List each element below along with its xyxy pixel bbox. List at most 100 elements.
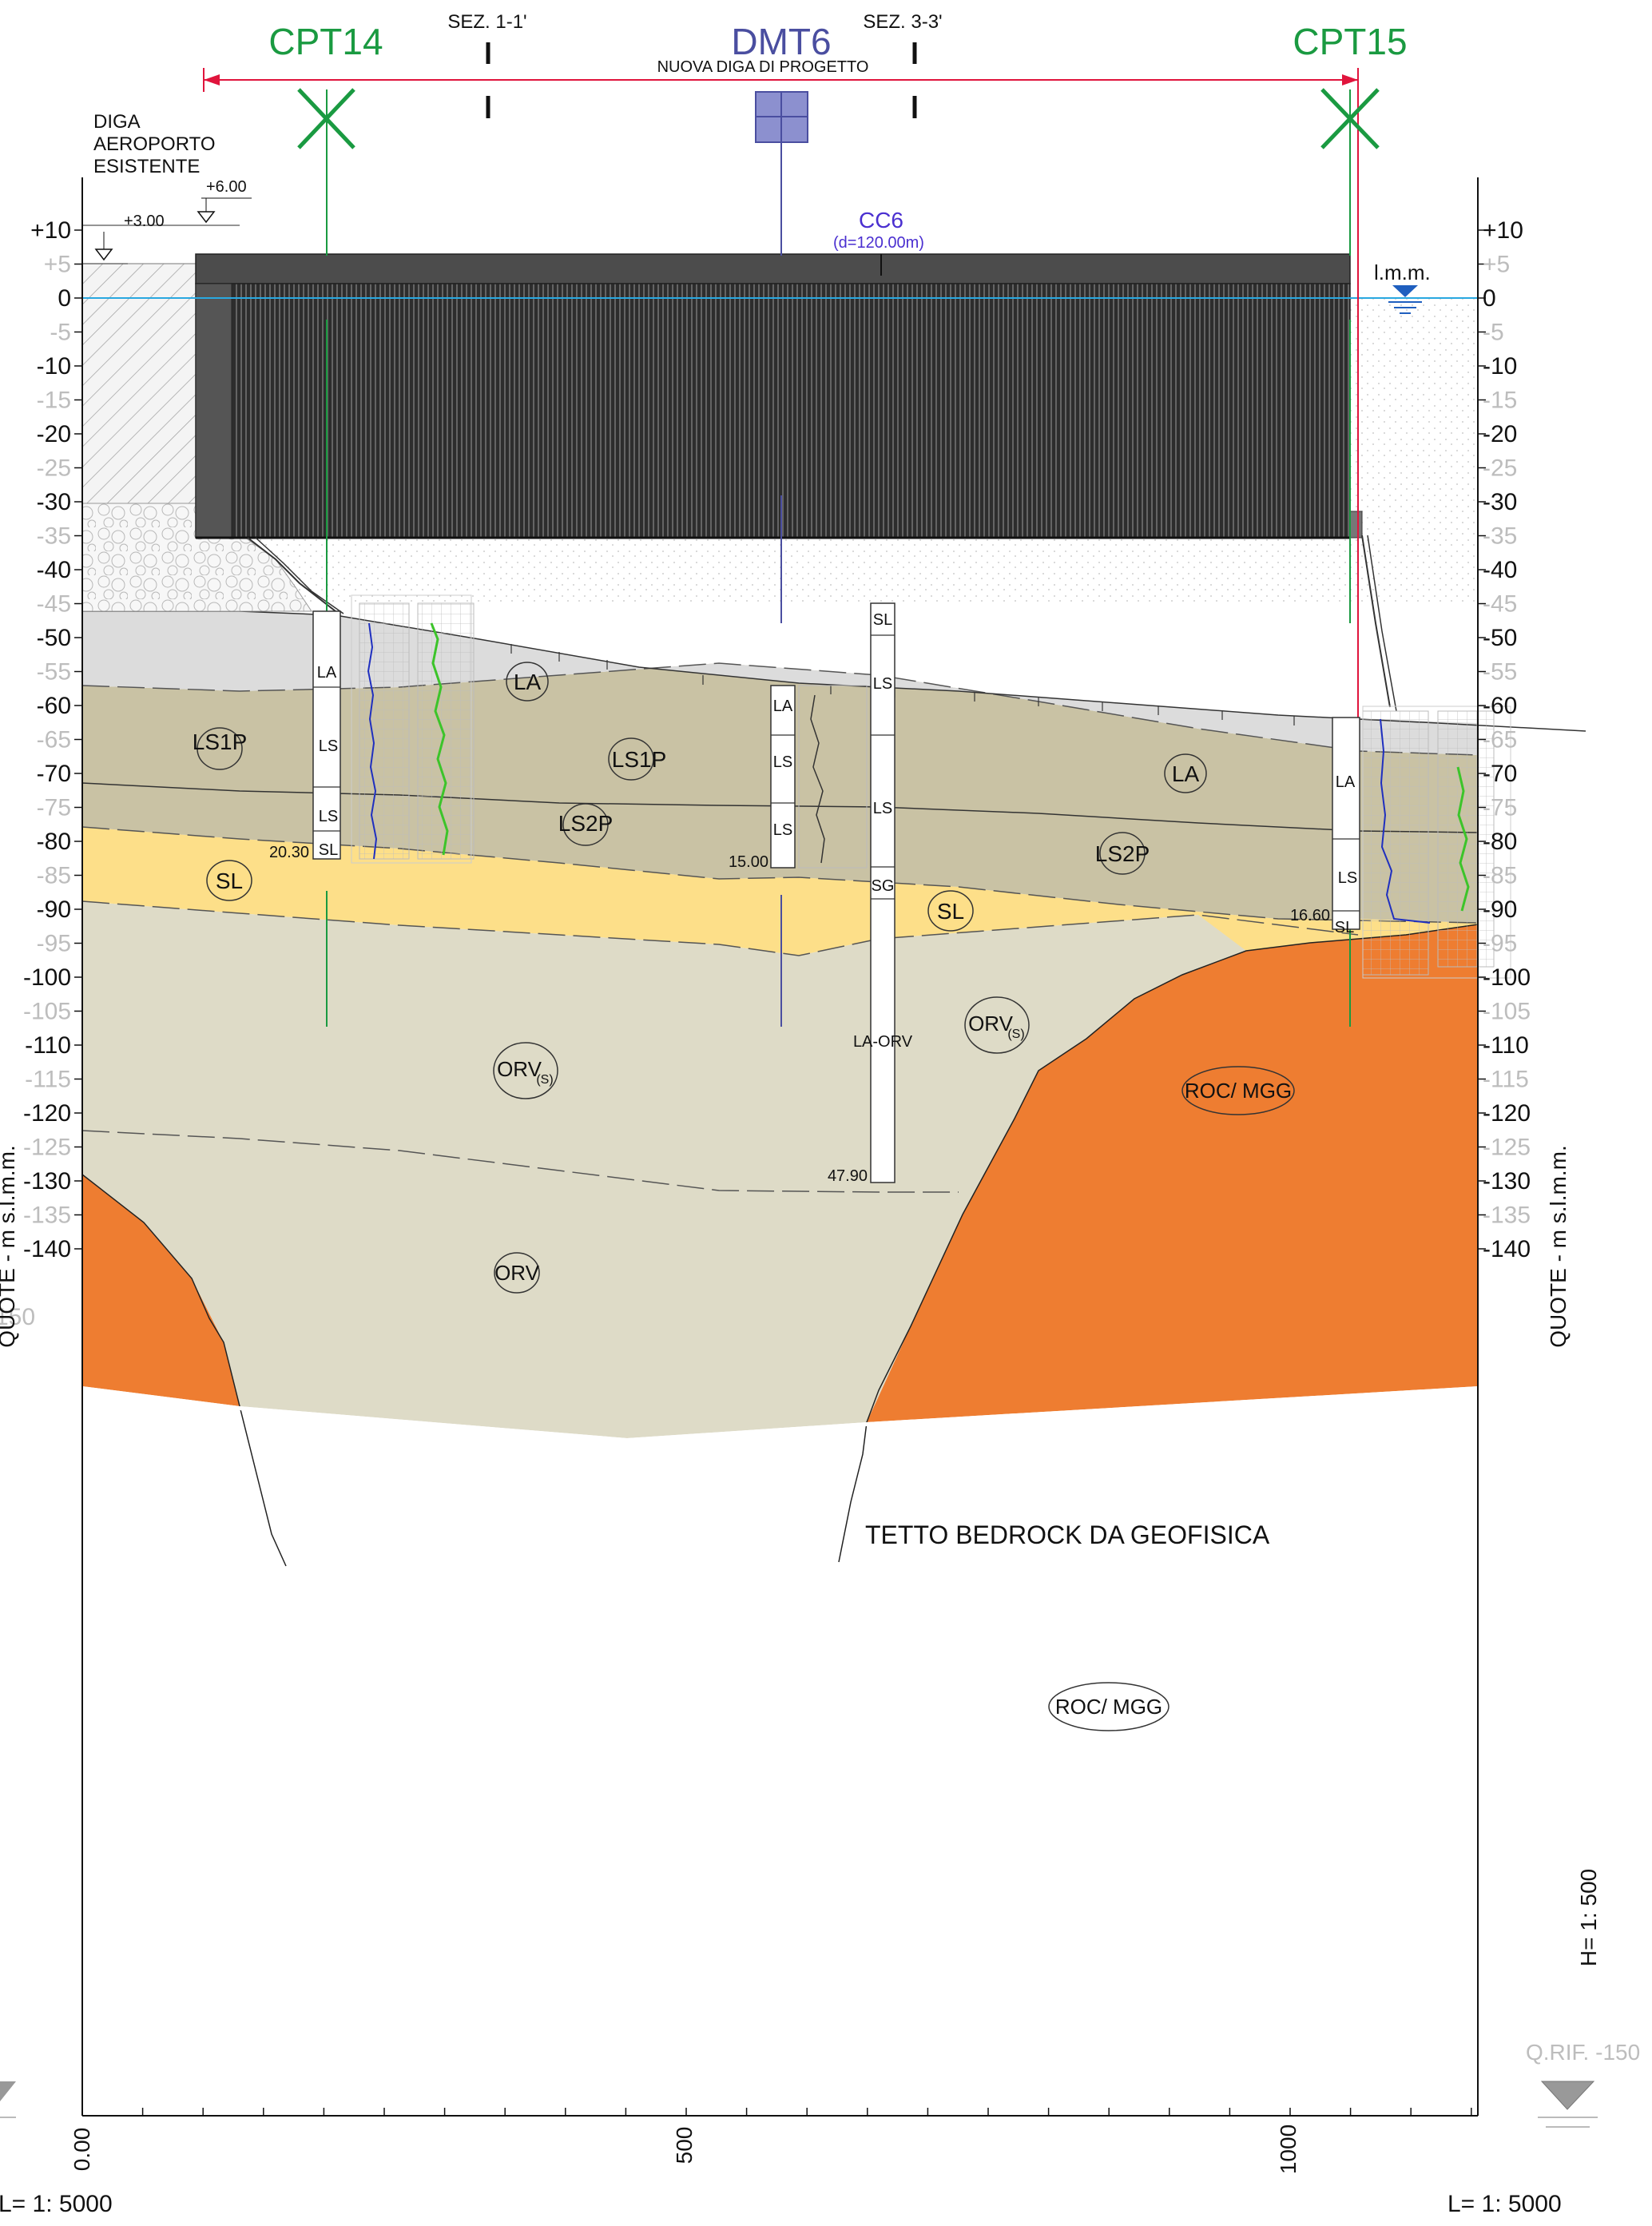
label-orv-s-2-sub: (S): [1007, 1028, 1024, 1041]
cpt15-label-sl: SL: [1335, 919, 1354, 936]
bedrock-top-right: [838, 924, 1479, 1563]
scale-right: L= 1: 5000: [1447, 2191, 1562, 2217]
cpt15-graph-frame: [1362, 706, 1511, 979]
bottom-tick-1000: 1000: [1276, 2125, 1301, 2174]
left-axis-tick-label: -120: [23, 1100, 71, 1127]
left-axis-tick-label: -110: [25, 1032, 71, 1059]
left-axis-tick-label: -30: [37, 489, 71, 515]
cpt15-title: CPT15: [1293, 21, 1407, 62]
borehole-cc6: SL LS LS SG LA-ORV 47.90: [828, 602, 913, 1185]
bottom-cutoff: [82, 1386, 1478, 1442]
layer-roc-mgg: [867, 924, 1478, 1422]
sea-level-label: l.m.m.: [1374, 260, 1431, 284]
left-axis-tick-label: -10: [37, 353, 71, 380]
label-la-2: LA: [1172, 761, 1200, 786]
elev-plus3-icon: [94, 248, 113, 261]
cc6-label-sl: SL: [873, 611, 892, 629]
dmt6-graph: [798, 685, 868, 869]
label-ls2p-1: LS2P: [558, 811, 614, 836]
label-ls1p-1-ring: [197, 727, 243, 770]
right-axis-tick-label: -85: [1483, 863, 1517, 889]
label-sl-1-ring: [206, 860, 252, 901]
right-axis-tick-label: -135: [1483, 1202, 1531, 1229]
caisson-cap: [195, 253, 1351, 284]
q-rif-icon-left: [0, 2081, 16, 2118]
label-ls2p-2: LS2P: [1095, 841, 1150, 866]
label-orv-s-1-ring: [493, 1042, 558, 1099]
left-axis-tick-label: -25: [37, 455, 71, 482]
left-axis-tick-label: +10: [30, 217, 71, 244]
caisson-body: [195, 283, 1351, 539]
boundary-sl-orv: [81, 900, 1359, 956]
label-la-1: LA: [514, 670, 542, 694]
left-axis-tick-label: -140: [23, 1236, 71, 1262]
diga-label-1: DIGA: [93, 111, 141, 133]
cpt14-label-sl: SL: [319, 841, 338, 859]
caisson-length: (d=120.00m): [833, 234, 924, 252]
left-axis-tick-label: -20: [37, 421, 71, 447]
right-axis-tick-label: -65: [1483, 727, 1517, 753]
left-axis-tick-label: 0: [58, 285, 71, 312]
left-axis-tick-label: -100: [23, 964, 71, 991]
left-axis-tick-label: -80: [37, 829, 71, 855]
cpt14-qc-graph: [359, 602, 410, 860]
bottom-axis-ticks: [81, 2108, 1472, 2116]
label-orv-s-1: ORV: [497, 1057, 542, 1081]
cpt15-qc-trace: [1380, 718, 1431, 924]
left-axis-tick-label: -75: [37, 795, 71, 821]
left-axis-tick-label: -125: [23, 1135, 71, 1161]
label-ls1p-2-ring: [608, 737, 654, 781]
sea-level-icon: [1388, 285, 1422, 314]
dmt6-square-icon: [755, 91, 808, 143]
right-axis-tick-label: -45: [1483, 591, 1517, 618]
cpt14-graph-frame: [351, 594, 472, 864]
right-axis-tick-label: -60: [1483, 693, 1517, 719]
q-rif-label: Q.RIF. -150: [1526, 2040, 1640, 2065]
cpt15-column: [1332, 717, 1360, 930]
cpt15-label-la: LA: [1336, 773, 1356, 791]
cc6-label-ls2: LS: [873, 800, 892, 817]
caisson-left-wall: [195, 283, 232, 539]
label-roc-mgg-1: ROC/ MGG: [1185, 1079, 1292, 1103]
right-axis-tick-label: -130: [1483, 1168, 1531, 1194]
cpt14-label-la: LA: [317, 664, 337, 682]
right-axis-tick-label: -15: [1483, 388, 1517, 414]
cpt14-depth: 20.30: [269, 844, 309, 861]
left-axis-tick-label: -5: [50, 320, 71, 346]
left-axis-tick-label: -85: [37, 863, 71, 889]
left-axis-tick-label: -50: [37, 625, 71, 651]
cpt15-qc-graph: [1362, 710, 1429, 976]
right-axis-tick-label: -40: [1483, 557, 1517, 583]
bottom-tick-0: 0.00: [69, 2128, 94, 2172]
borehole-cpt14: LA LS LS SL 20.30: [269, 594, 475, 864]
cpt15-depth: 16.60: [1290, 907, 1330, 924]
cc6-depth: 47.90: [828, 1167, 868, 1185]
right-axis-tick-label: -5: [1483, 320, 1504, 346]
layer-roc-mgg: [82, 1175, 240, 1406]
label-ls2p-1-ring: [562, 803, 609, 846]
existing-dam: [81, 225, 312, 612]
cpt14-column: [312, 610, 341, 860]
right-axis-tick-label: -95: [1483, 931, 1517, 957]
cpt14-fs-graph: [417, 602, 475, 860]
dmt6-trace: [810, 694, 825, 864]
left-axis-tick-label: -40: [37, 557, 71, 583]
cpt14-fs-trace: [430, 622, 449, 856]
right-axis-tick-label: -35: [1483, 523, 1517, 550]
left-axis-title: QUOTE - m s.l.m.m.: [0, 1145, 19, 1348]
bedrock-top-left: [81, 1174, 287, 1567]
cpt15-fs-trace: [1456, 766, 1470, 912]
label-orv-s-2-ring: [964, 996, 1030, 1054]
right-axis-tick-label: -110: [1483, 1032, 1529, 1059]
left-axis-tick-label: -115: [25, 1067, 71, 1093]
label-orv-ring: [494, 1252, 540, 1294]
label-ls2p-2-ring: [1099, 832, 1146, 875]
seabed-line: [82, 610, 1586, 732]
label-roc-mgg-1-ring: [1181, 1066, 1295, 1115]
label-sl-1: SL: [216, 869, 243, 893]
caisson-dam: [195, 253, 1397, 712]
right-axis-ticks: +10 +5 0 -5 -10 -15 -20 -25 -30 -35 -40 -45 -50 -55 -6…: [1478, 217, 1531, 1262]
left-axis-ticks: +10 +5 0 -5 -10 -15 -20 -25 -30 -35 -40 -45 -50 -55 -6…: [0, 217, 82, 1330]
cc6-label-la-orv: LA-ORV: [853, 1033, 913, 1051]
diga-label-2: AEROPORTO: [93, 133, 215, 155]
